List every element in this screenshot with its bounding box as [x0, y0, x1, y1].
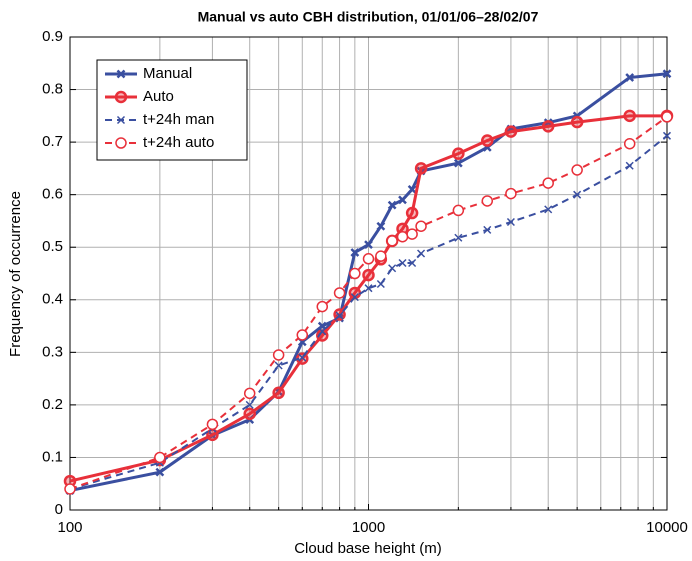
marker	[623, 109, 636, 123]
marker	[415, 220, 427, 232]
marker	[623, 137, 636, 150]
marker	[386, 235, 398, 247]
marker	[154, 451, 166, 464]
marker	[243, 387, 256, 400]
marker	[481, 134, 494, 147]
legend-label: Manual	[143, 65, 192, 82]
marker	[298, 353, 307, 362]
marker	[116, 69, 126, 79]
marker	[453, 158, 463, 168]
marker	[662, 69, 672, 79]
x-tick-label: 1000	[352, 519, 385, 536]
series-line	[69, 116, 668, 490]
marker	[388, 264, 397, 273]
marker	[362, 253, 375, 265]
marker	[414, 162, 428, 175]
y-tick-label: 0.8	[42, 81, 63, 98]
marker	[405, 206, 419, 220]
marker	[333, 287, 346, 299]
marker	[417, 249, 426, 258]
marker	[243, 407, 256, 421]
marker	[335, 311, 344, 320]
marker	[245, 400, 254, 409]
marker	[481, 195, 494, 207]
y-tick-label: 0.1	[42, 448, 63, 465]
marker	[296, 329, 309, 341]
y-tick-label: 0.9	[42, 28, 63, 45]
marker	[541, 120, 555, 133]
x-tick-label: 10000	[646, 519, 688, 536]
marker	[483, 225, 492, 234]
marker	[350, 248, 360, 257]
marker	[206, 418, 219, 431]
marker	[506, 217, 515, 227]
marker	[544, 205, 553, 214]
marker	[376, 279, 385, 289]
marker	[274, 361, 283, 370]
marker	[452, 147, 465, 160]
marker	[452, 204, 465, 217]
marker	[396, 230, 409, 243]
y-tick-label: 0.3	[42, 343, 63, 360]
marker	[625, 161, 634, 170]
marker	[662, 131, 672, 140]
marker	[116, 115, 126, 125]
marker	[570, 115, 584, 129]
marker	[349, 267, 361, 280]
marker	[64, 483, 76, 495]
marker	[504, 125, 518, 138]
marker	[571, 164, 583, 176]
plot-frame	[69, 36, 668, 511]
marker	[398, 258, 407, 268]
marker	[316, 300, 329, 313]
chart-title: Manual vs auto CBH distribution, 01/01/0…	[198, 9, 539, 25]
marker	[454, 233, 463, 242]
y-tick-label: 0.7	[42, 133, 63, 150]
marker	[661, 111, 673, 123]
marker	[362, 268, 375, 282]
marker	[625, 73, 635, 82]
series-line	[69, 72, 668, 493]
marker	[376, 221, 386, 231]
marker	[375, 250, 387, 262]
legend-label: t+24h auto	[143, 134, 214, 151]
marker	[406, 228, 418, 240]
legend: Manual Auto t+24h man t+24h auto	[96, 59, 248, 161]
marker	[364, 284, 373, 293]
marker	[115, 137, 127, 149]
marker	[542, 177, 554, 189]
series-line	[69, 135, 668, 490]
y-tick-label: 0.6	[42, 186, 63, 203]
y-axis-label: Frequency of occurrence	[7, 191, 24, 357]
legend-label: t+24h man	[143, 111, 214, 128]
marker	[350, 293, 359, 302]
marker	[408, 258, 417, 268]
marker	[155, 467, 165, 477]
x-axis-label: Cloud base height (m)	[294, 540, 442, 557]
marker	[272, 386, 285, 400]
marker	[387, 200, 397, 210]
x-tick-label: 100	[57, 519, 82, 536]
marker	[114, 90, 128, 104]
marker	[272, 349, 285, 361]
y-tick-label: 0.2	[42, 396, 63, 413]
y-tick-label: 0.5	[42, 238, 63, 255]
series-line	[69, 114, 667, 483]
y-tick-label: 0	[55, 501, 63, 518]
y-tick-label: 0.4	[42, 291, 63, 308]
marker	[505, 187, 517, 200]
marker	[407, 185, 417, 194]
legend-label: Auto	[143, 88, 174, 105]
marker	[573, 190, 582, 199]
marker	[318, 327, 327, 336]
marker	[398, 195, 407, 205]
marker	[364, 240, 373, 249]
